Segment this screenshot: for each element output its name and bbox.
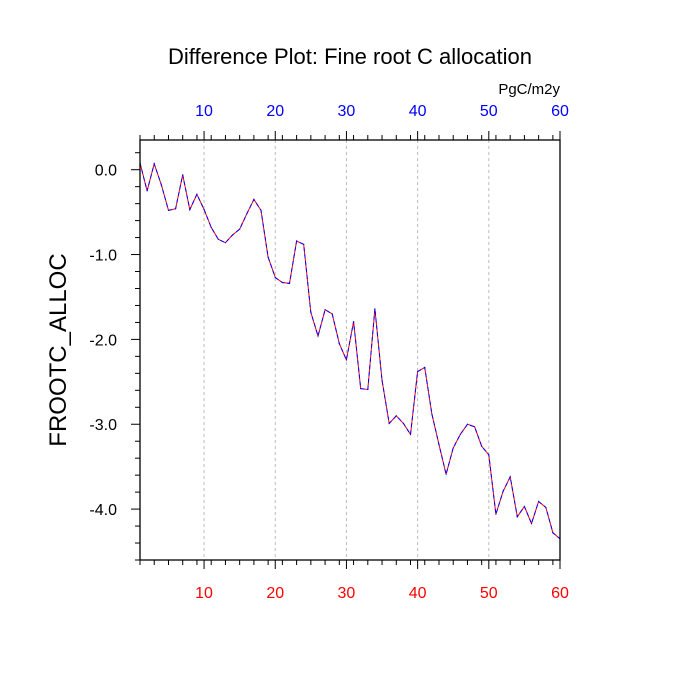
data-point xyxy=(523,505,526,508)
series-line-dashed xyxy=(139,162,561,540)
x-tick-label-bottom: 10 xyxy=(195,585,213,602)
data-point xyxy=(167,209,170,212)
data-point xyxy=(374,308,376,310)
data-point xyxy=(466,423,469,425)
data-point xyxy=(281,281,283,284)
x-tick-label-bottom: 20 xyxy=(266,585,284,602)
data-point xyxy=(317,335,319,337)
tick-labels-layer: 10 10 20 20 30 30 40 40 50 50 60 60 0.0 -1.0 -2.0 -3.0 -… xyxy=(89,103,569,602)
data-point xyxy=(424,366,426,368)
chart-title: Difference Plot: Fine root C allocation xyxy=(168,44,532,69)
data-point xyxy=(189,208,191,211)
data-point xyxy=(459,433,461,436)
data-point xyxy=(153,163,155,165)
data-point xyxy=(438,444,440,446)
data-point xyxy=(174,208,177,210)
y-tick-label: -3.0 xyxy=(89,417,117,434)
data-point xyxy=(246,213,248,215)
data-point xyxy=(224,242,227,244)
x-tick-label-top: 30 xyxy=(338,103,356,120)
data-point xyxy=(196,193,198,195)
data-point xyxy=(516,516,518,518)
data-point xyxy=(481,445,483,447)
data-point xyxy=(360,388,362,390)
data-point xyxy=(303,243,305,245)
data-point xyxy=(231,234,234,236)
data-point xyxy=(395,415,397,417)
data-point xyxy=(452,447,454,449)
series-layer xyxy=(139,162,561,540)
data-point xyxy=(345,359,348,361)
data-point xyxy=(352,320,355,323)
x-tick-label-top: 60 xyxy=(551,103,569,120)
data-point xyxy=(538,500,540,503)
y-tick-label: -4.0 xyxy=(89,502,117,519)
data-point xyxy=(217,238,219,240)
data-point xyxy=(310,311,312,313)
units-label: PgC/m2y xyxy=(498,81,560,98)
data-point xyxy=(530,522,533,525)
data-point xyxy=(182,174,184,176)
x-tick-label-top: 50 xyxy=(480,103,498,120)
x-tick-label-top: 10 xyxy=(195,103,213,120)
data-point xyxy=(545,506,547,508)
y-tick-label: -2.0 xyxy=(89,332,117,349)
ticks-layer xyxy=(131,131,561,569)
x-tick-label-bottom: 60 xyxy=(551,585,569,602)
x-tick-label-top: 20 xyxy=(266,103,284,120)
data-point xyxy=(502,490,504,492)
data-point xyxy=(367,388,369,391)
grid-layer xyxy=(203,140,490,560)
data-point xyxy=(445,473,447,475)
data-point xyxy=(288,282,291,284)
data-point xyxy=(324,309,326,311)
data-point xyxy=(146,190,148,192)
y-axis-label: FROOTC_ALLOC xyxy=(45,253,72,446)
x-tick-label-top: 40 xyxy=(409,103,427,120)
data-point xyxy=(260,209,262,212)
data-point xyxy=(210,226,212,228)
data-point xyxy=(296,240,298,242)
data-point xyxy=(488,454,490,456)
data-point xyxy=(253,198,255,200)
y-tick-label: -1.0 xyxy=(89,248,117,265)
data-point xyxy=(239,228,241,230)
series-line xyxy=(139,162,561,540)
data-point xyxy=(381,379,383,381)
data-point xyxy=(402,422,404,424)
x-tick-label-bottom: 50 xyxy=(480,585,498,602)
x-tick-label-bottom: 40 xyxy=(409,585,427,602)
data-point xyxy=(267,256,269,258)
data-point xyxy=(203,208,205,211)
data-point xyxy=(417,371,419,373)
data-point xyxy=(431,413,433,415)
data-point xyxy=(331,313,333,315)
data-point xyxy=(509,476,511,478)
plot-frame xyxy=(139,139,561,561)
y-tick-label: 0.0 xyxy=(95,163,117,180)
data-point xyxy=(388,422,390,424)
data-point xyxy=(409,433,412,436)
data-point xyxy=(274,276,276,279)
x-tick-label-bottom: 30 xyxy=(338,585,356,602)
data-point xyxy=(473,426,476,428)
data-point xyxy=(552,532,554,534)
data-point xyxy=(495,513,497,515)
data-point xyxy=(160,184,162,186)
data-point xyxy=(338,343,340,345)
